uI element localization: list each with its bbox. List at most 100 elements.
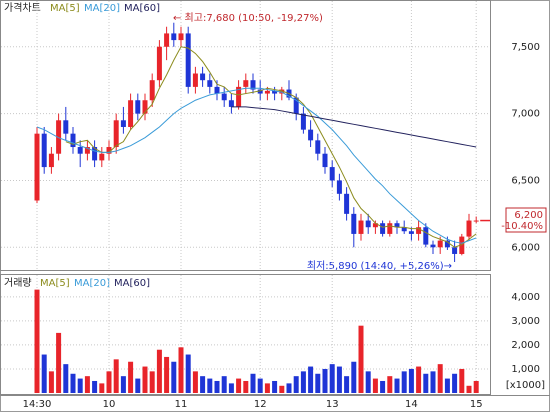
candle-body [149,80,155,101]
last-price: 6,200 [514,210,543,221]
volume-bar [322,368,328,393]
candle-body [70,133,76,148]
candle-body [228,100,234,107]
volume-bar [142,366,148,393]
volume-bar [128,361,134,393]
candle-body [300,113,306,130]
candle-body [236,86,242,107]
volume-bar [466,385,472,393]
candle-body [106,147,112,154]
annotation-low: 최저:5,890 (14:40, +5,26%)→ [307,260,452,272]
candle-body [416,227,422,234]
candle-body [380,223,386,234]
x-tick-label: 12 [254,399,267,410]
candle-body [408,231,414,234]
candle-body [315,140,321,154]
volume-bar [236,378,242,393]
volume-bar [351,361,357,393]
volume-bar [63,364,69,393]
volume-bar [250,373,256,393]
volume-bar [77,378,83,393]
candle-body [84,147,90,154]
volume-bar [84,376,90,393]
volume-bar [286,383,292,393]
legend-entry: MA[60] [114,278,150,289]
candle-body [171,33,177,41]
volume-bar [192,371,198,393]
candle-body [279,89,285,94]
volume-bar [423,373,429,393]
y-tick-label: 6,500 [511,175,540,186]
volume-bar [387,376,393,393]
candle-body [178,33,184,41]
candle-body [207,80,213,87]
candle-body [164,33,170,47]
volume-bar [120,376,126,393]
candle-body [365,220,371,228]
ma-line [36,87,477,244]
volume-bar [394,378,400,393]
volume-bar [135,378,141,393]
volume-bar [401,371,407,393]
candle-body [264,90,270,94]
candle-body [192,73,198,87]
volume-bar [452,373,458,393]
legend-entry: MA[5] [50,3,80,14]
volume-bar [214,380,220,393]
candle-body [272,90,278,94]
ma-line [65,46,477,248]
candle-body [185,33,191,87]
volume-bar [473,380,479,393]
candle-body [387,223,393,234]
volume-bar [34,289,40,393]
volume-bar [149,371,155,393]
candle-body [394,223,400,228]
volume-bar [228,383,234,393]
volume-bar [264,383,270,393]
x-tick-label: 11 [175,399,188,410]
volume-unit: [x1000] [506,380,545,391]
volume-bar [48,371,54,393]
volume-bar [221,376,227,393]
volume-bar [344,376,350,393]
volume-bar [300,371,306,393]
price-panel [0,0,491,271]
candle-body [437,240,443,248]
volume-bar [372,378,378,393]
volume-panel [0,274,491,395]
candle-body [99,153,105,161]
price-title: 가격차트 [4,1,41,14]
candle-body [142,100,148,114]
candle-body [34,133,40,201]
volume-bar [99,383,105,393]
volume-bar [56,332,62,393]
candle-body [308,129,314,141]
volume-bar [416,366,422,393]
candle-body [452,247,458,254]
y-tick-label: 3,000 [511,316,540,327]
volume-title: 거래량 [4,277,32,289]
volume-bar [358,325,364,393]
candle-body [56,120,62,154]
y-tick-label: 1,000 [511,364,540,375]
volume-bar [308,366,314,393]
ma-line [231,106,477,148]
volume-bar [315,373,321,393]
volume-bar [92,380,98,393]
volume-bar [365,371,371,393]
volume-bar [272,380,278,393]
candle-body [77,147,83,154]
candle-body [113,120,119,148]
annotation-high: ← 최고:7,680 (10:50, -19,27%) [173,12,323,24]
candle-body [473,220,479,222]
volume-bar [70,373,76,393]
legend-entry: MA[20] [84,3,120,14]
volume-bar [207,378,213,393]
y-tick-label: 6,000 [511,242,540,253]
candle-body [358,220,364,234]
volume-bar [293,376,299,393]
candle-body [466,220,472,237]
candle-body [423,227,429,245]
last-change: -10.40% [501,221,543,232]
